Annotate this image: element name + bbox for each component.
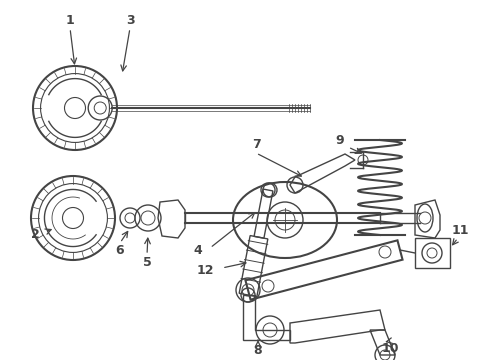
Text: 4: 4 (194, 243, 202, 256)
Text: 6: 6 (116, 243, 124, 256)
Text: 1: 1 (66, 13, 74, 27)
Text: 10: 10 (381, 342, 399, 355)
Text: 7: 7 (252, 139, 260, 152)
Text: 3: 3 (126, 13, 134, 27)
Text: 8: 8 (254, 343, 262, 356)
Text: 5: 5 (143, 256, 151, 269)
Text: 2: 2 (30, 229, 39, 242)
Text: 11: 11 (451, 224, 469, 237)
Text: 9: 9 (336, 134, 344, 147)
Text: 12: 12 (196, 264, 214, 276)
